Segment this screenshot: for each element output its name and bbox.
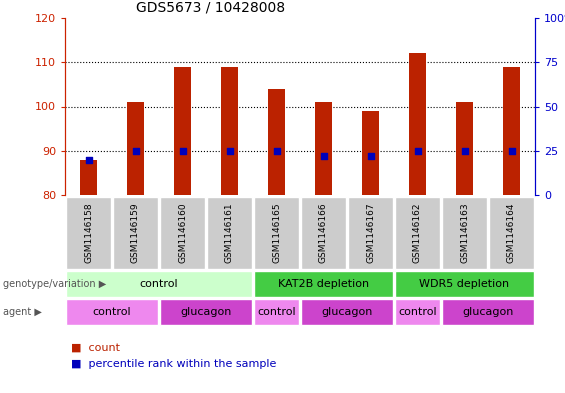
Text: control: control xyxy=(257,307,296,317)
Bar xyxy=(457,102,473,195)
Bar xyxy=(113,196,158,268)
Bar xyxy=(348,196,393,268)
Point xyxy=(178,148,187,154)
Bar xyxy=(409,53,425,195)
Bar xyxy=(160,196,205,268)
Text: GSM1146160: GSM1146160 xyxy=(178,202,187,263)
Text: GSM1146158: GSM1146158 xyxy=(84,202,93,263)
Bar xyxy=(395,299,440,325)
Bar xyxy=(503,67,520,195)
Bar xyxy=(489,196,534,268)
Text: GSM1146166: GSM1146166 xyxy=(319,202,328,263)
Text: control: control xyxy=(398,307,437,317)
Bar xyxy=(442,299,534,325)
Bar xyxy=(301,196,346,268)
Point xyxy=(460,148,469,154)
Text: KAT2B depletion: KAT2B depletion xyxy=(278,279,369,289)
Point xyxy=(366,153,375,159)
Bar xyxy=(301,299,393,325)
Bar xyxy=(160,299,252,325)
Text: ■  percentile rank within the sample: ■ percentile rank within the sample xyxy=(71,359,276,369)
Bar xyxy=(395,196,440,268)
Bar xyxy=(80,160,97,195)
Point xyxy=(131,148,140,154)
Bar xyxy=(221,67,238,195)
Text: ■  count: ■ count xyxy=(71,343,120,353)
Bar xyxy=(268,89,285,195)
Bar xyxy=(207,196,252,268)
Bar xyxy=(315,102,332,195)
Bar xyxy=(442,196,487,268)
Bar xyxy=(66,299,158,325)
Text: agent ▶: agent ▶ xyxy=(3,307,42,317)
Text: GSM1146161: GSM1146161 xyxy=(225,202,234,263)
Text: GSM1146164: GSM1146164 xyxy=(507,202,516,263)
Text: GSM1146159: GSM1146159 xyxy=(131,202,140,263)
Text: genotype/variation ▶: genotype/variation ▶ xyxy=(3,279,106,289)
Point xyxy=(272,148,281,154)
Bar xyxy=(395,271,534,297)
Bar xyxy=(66,196,111,268)
Bar xyxy=(66,271,252,297)
Point xyxy=(319,153,328,159)
Point xyxy=(413,148,422,154)
Point xyxy=(84,156,93,163)
Point xyxy=(507,148,516,154)
Bar xyxy=(174,67,191,195)
Text: GSM1146163: GSM1146163 xyxy=(460,202,469,263)
Bar xyxy=(254,196,299,268)
Text: glucagon: glucagon xyxy=(321,307,373,317)
Text: control: control xyxy=(140,279,179,289)
Text: GSM1146167: GSM1146167 xyxy=(366,202,375,263)
Text: control: control xyxy=(93,307,131,317)
Text: GSM1146162: GSM1146162 xyxy=(413,202,422,263)
Bar xyxy=(362,111,379,195)
Text: GDS5673 / 10428008: GDS5673 / 10428008 xyxy=(136,0,285,14)
Text: GSM1146165: GSM1146165 xyxy=(272,202,281,263)
Bar xyxy=(127,102,144,195)
Bar xyxy=(254,299,299,325)
Text: glucagon: glucagon xyxy=(462,307,514,317)
Point xyxy=(225,148,234,154)
Bar xyxy=(254,271,393,297)
Text: WDR5 depletion: WDR5 depletion xyxy=(419,279,510,289)
Text: glucagon: glucagon xyxy=(180,307,232,317)
